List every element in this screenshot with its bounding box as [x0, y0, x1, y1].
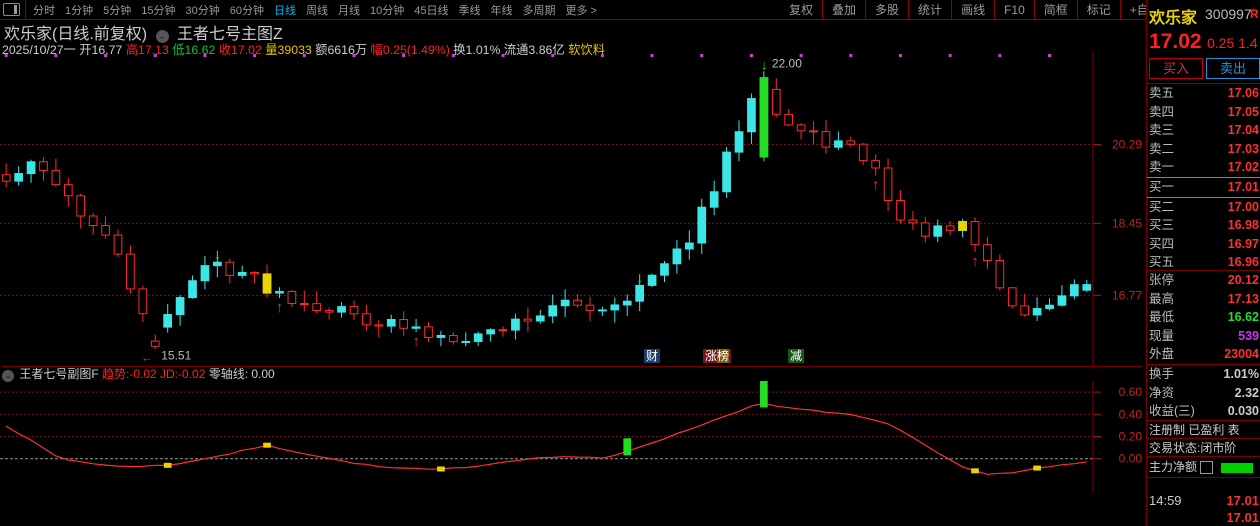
svg-text:0.00: 0.00: [1119, 452, 1143, 466]
svg-text:15.51: 15.51: [161, 348, 191, 362]
svg-text:↓: ↓: [636, 269, 644, 286]
svg-text:16.77: 16.77: [1112, 288, 1142, 302]
svg-text:20.29: 20.29: [1112, 138, 1142, 152]
svg-text:↓: ↓: [214, 246, 222, 263]
svg-text:0.60: 0.60: [1119, 385, 1143, 399]
svg-text:22.00: 22.00: [772, 56, 802, 70]
svg-text:↓: ↓: [761, 57, 768, 72]
svg-text:↑: ↑: [872, 177, 880, 194]
svg-text:↑: ↑: [971, 253, 979, 270]
svg-text:↑: ↑: [276, 299, 284, 316]
svg-text:0.40: 0.40: [1119, 407, 1143, 421]
svg-text:18.45: 18.45: [1112, 216, 1142, 230]
svg-text:←: ←: [141, 352, 152, 364]
svg-text:0.20: 0.20: [1119, 430, 1143, 444]
svg-text:↑: ↑: [412, 333, 420, 350]
